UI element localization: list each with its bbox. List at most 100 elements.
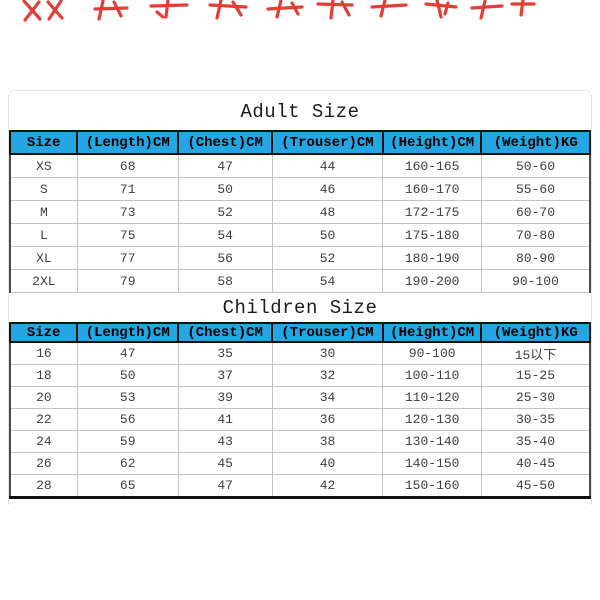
table-cell: 28 — [9, 474, 78, 498]
table-row: 20 53 39 34 110-120 25-30 — [9, 386, 591, 409]
column-header: (Height)CM — [381, 322, 483, 343]
header-row: Size (Length)CM (Chest)CM (Trouser)CM (Heigh… — [8, 322, 591, 343]
table-cell: 43 — [177, 430, 273, 453]
table-cell: XS — [9, 153, 78, 178]
table-cell: 2XL — [9, 269, 78, 293]
table-cell: 58 — [177, 269, 273, 293]
table-row: M 73 52 48 172-175 60-70 — [9, 200, 591, 224]
table-cell: 45 — [177, 452, 273, 475]
size-chart-card: Adult Size Size (Length)CM (Chest)CM (Trous… — [8, 90, 592, 505]
table-cell: 90-100 — [480, 269, 591, 293]
table-cell: 160-170 — [382, 177, 482, 201]
table-cell: 53 — [76, 386, 179, 409]
column-header: (Height)CM — [381, 130, 483, 155]
children-size-table: Size (Length)CM (Chest)CM (Trouser)CM (Heigh… — [8, 322, 591, 499]
table-cell: 175-180 — [382, 223, 482, 247]
table-cell: 42 — [271, 474, 384, 498]
table-cell: 50 — [177, 177, 273, 201]
table-cell: 50 — [76, 364, 179, 387]
cropped-red-marks-decoration — [22, 0, 536, 22]
table-cell: 77 — [76, 246, 179, 270]
table-cell: 26 — [9, 452, 78, 475]
table-cell: L — [9, 223, 78, 247]
table-cell: 50 — [271, 223, 384, 247]
table-cell: 68 — [76, 153, 179, 178]
column-header: (Chest)CM — [177, 130, 274, 155]
table-cell: 34 — [271, 386, 384, 409]
table-cell: 44 — [271, 153, 384, 178]
header-row: Size (Length)CM (Chest)CM (Trouser)CM (Heigh… — [8, 130, 591, 155]
column-header: Size — [8, 130, 79, 155]
table-cell: 38 — [271, 430, 384, 453]
table-cell: 30-35 — [480, 408, 591, 431]
table-cell: 48 — [271, 200, 384, 224]
column-header: (Trouser)CM — [271, 322, 384, 343]
table-cell: 73 — [76, 200, 179, 224]
adult-size-table: Size (Length)CM (Chest)CM (Trouser)CM (Heigh… — [8, 130, 591, 293]
table-row: 28 65 47 42 150-160 45-50 — [9, 474, 591, 498]
table-row: 22 56 41 36 120-130 30-35 — [9, 408, 591, 431]
table-cell: 140-150 — [382, 452, 482, 475]
table-cell: S — [9, 177, 78, 201]
table-cell: 79 — [76, 269, 179, 293]
children-size-title: Children Size — [222, 296, 378, 319]
table-row: 2XL 79 58 54 190-200 90-100 — [9, 269, 591, 293]
table-cell: 30 — [271, 341, 384, 365]
table-cell: 47 — [177, 474, 273, 498]
table-cell: 37 — [177, 364, 273, 387]
column-header: (Length)CM — [76, 322, 180, 343]
table-cell: 52 — [271, 246, 384, 270]
table-cell: 100-110 — [382, 364, 482, 387]
table-cell: 59 — [76, 430, 179, 453]
table-cell: 56 — [177, 246, 273, 270]
table-cell: 54 — [177, 223, 273, 247]
table-cell: 65 — [76, 474, 179, 498]
table-cell: 75 — [76, 223, 179, 247]
table-row: XL 77 56 52 180-190 80-90 — [9, 246, 591, 270]
table-cell: 35-40 — [480, 430, 591, 453]
table-cell: 110-120 — [382, 386, 482, 409]
table-cell: 25-30 — [480, 386, 591, 409]
table-cell: 70-80 — [480, 223, 591, 247]
table-cell: 130-140 — [382, 430, 482, 453]
table-cell: XL — [9, 246, 78, 270]
column-header: Size — [8, 322, 79, 343]
table-cell: 41 — [177, 408, 273, 431]
table-cell: 18 — [9, 364, 78, 387]
table-cell: 47 — [177, 153, 273, 178]
table-row: L 75 54 50 175-180 70-80 — [9, 223, 591, 247]
table-row: 16 47 35 30 90-100 15以下 — [9, 341, 591, 365]
table-cell: 35 — [177, 341, 273, 365]
table-cell: 90-100 — [382, 341, 482, 365]
table-cell: 47 — [76, 341, 179, 365]
table-cell: 40 — [271, 452, 384, 475]
column-header: (Length)CM — [76, 130, 180, 155]
table-cell: 120-130 — [382, 408, 482, 431]
table-cell: 54 — [271, 269, 384, 293]
table-cell: 40-45 — [480, 452, 591, 475]
table-cell: 15以下 — [480, 341, 591, 365]
column-header: (Trouser)CM — [271, 130, 384, 155]
table-row: 26 62 45 40 140-150 40-45 — [9, 452, 591, 475]
table-cell: 20 — [9, 386, 78, 409]
table-cell: 62 — [76, 452, 179, 475]
table-cell: 22 — [9, 408, 78, 431]
table-cell: 36 — [271, 408, 384, 431]
table-cell: 150-160 — [382, 474, 482, 498]
table-cell: 16 — [9, 341, 78, 365]
table-cell: 55-60 — [480, 177, 591, 201]
table-cell: 56 — [76, 408, 179, 431]
table-cell: 52 — [177, 200, 273, 224]
table-cell: 80-90 — [480, 246, 591, 270]
table-cell: 160-165 — [382, 153, 482, 178]
table-cell: 15-25 — [480, 364, 591, 387]
table-row: S 71 50 46 160-170 55-60 — [9, 177, 591, 201]
table-cell: M — [9, 200, 78, 224]
table-cell: 180-190 — [382, 246, 482, 270]
table-cell: 190-200 — [382, 269, 482, 293]
table-row: 18 50 37 32 100-110 15-25 — [9, 364, 591, 387]
table-cell: 46 — [271, 177, 384, 201]
adult-size-title: Adult Size — [240, 100, 360, 123]
table-cell: 60-70 — [480, 200, 591, 224]
table-row: 24 59 43 38 130-140 35-40 — [9, 430, 591, 453]
